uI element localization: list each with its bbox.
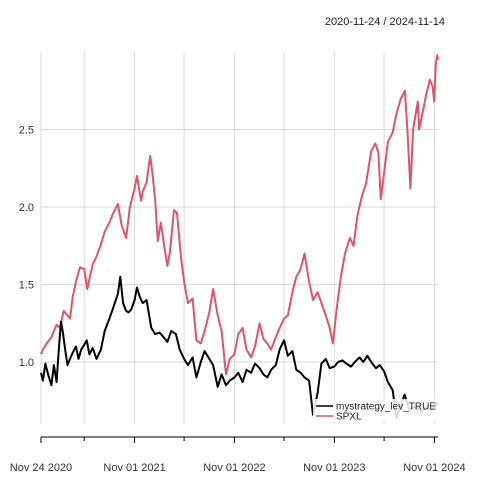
legend-label: SPXL	[336, 412, 362, 423]
series-line-SPXL	[41, 55, 438, 374]
x-tick-label: Nov 01 2024	[403, 462, 465, 474]
x-tick-label: Nov 24 2020	[10, 462, 72, 474]
y-axis-labels: 1.0 1.5 2.0 2.5	[19, 125, 34, 370]
series-lines	[41, 55, 438, 418]
x-tick-label: Nov 01 2021	[103, 462, 165, 474]
x-axis-labels: Nov 24 2020 Nov 01 2021 Nov 01 2022 Nov 01 …	[10, 462, 466, 474]
x-tick-label: Nov 01 2022	[203, 462, 265, 474]
x-axis	[41, 437, 438, 443]
x-tick-label: Nov 01 2023	[303, 462, 365, 474]
grid	[41, 52, 438, 424]
y-tick-label: 1.0	[19, 357, 34, 369]
y-tick-label: 1.5	[19, 280, 34, 292]
date-range-label: 2020-11-24 / 2024-11-14	[325, 16, 445, 28]
y-tick-label: 2.5	[19, 125, 34, 137]
y-tick-label: 2.0	[19, 202, 34, 214]
series-line-mystrategy_lev_TRUE	[41, 277, 438, 418]
